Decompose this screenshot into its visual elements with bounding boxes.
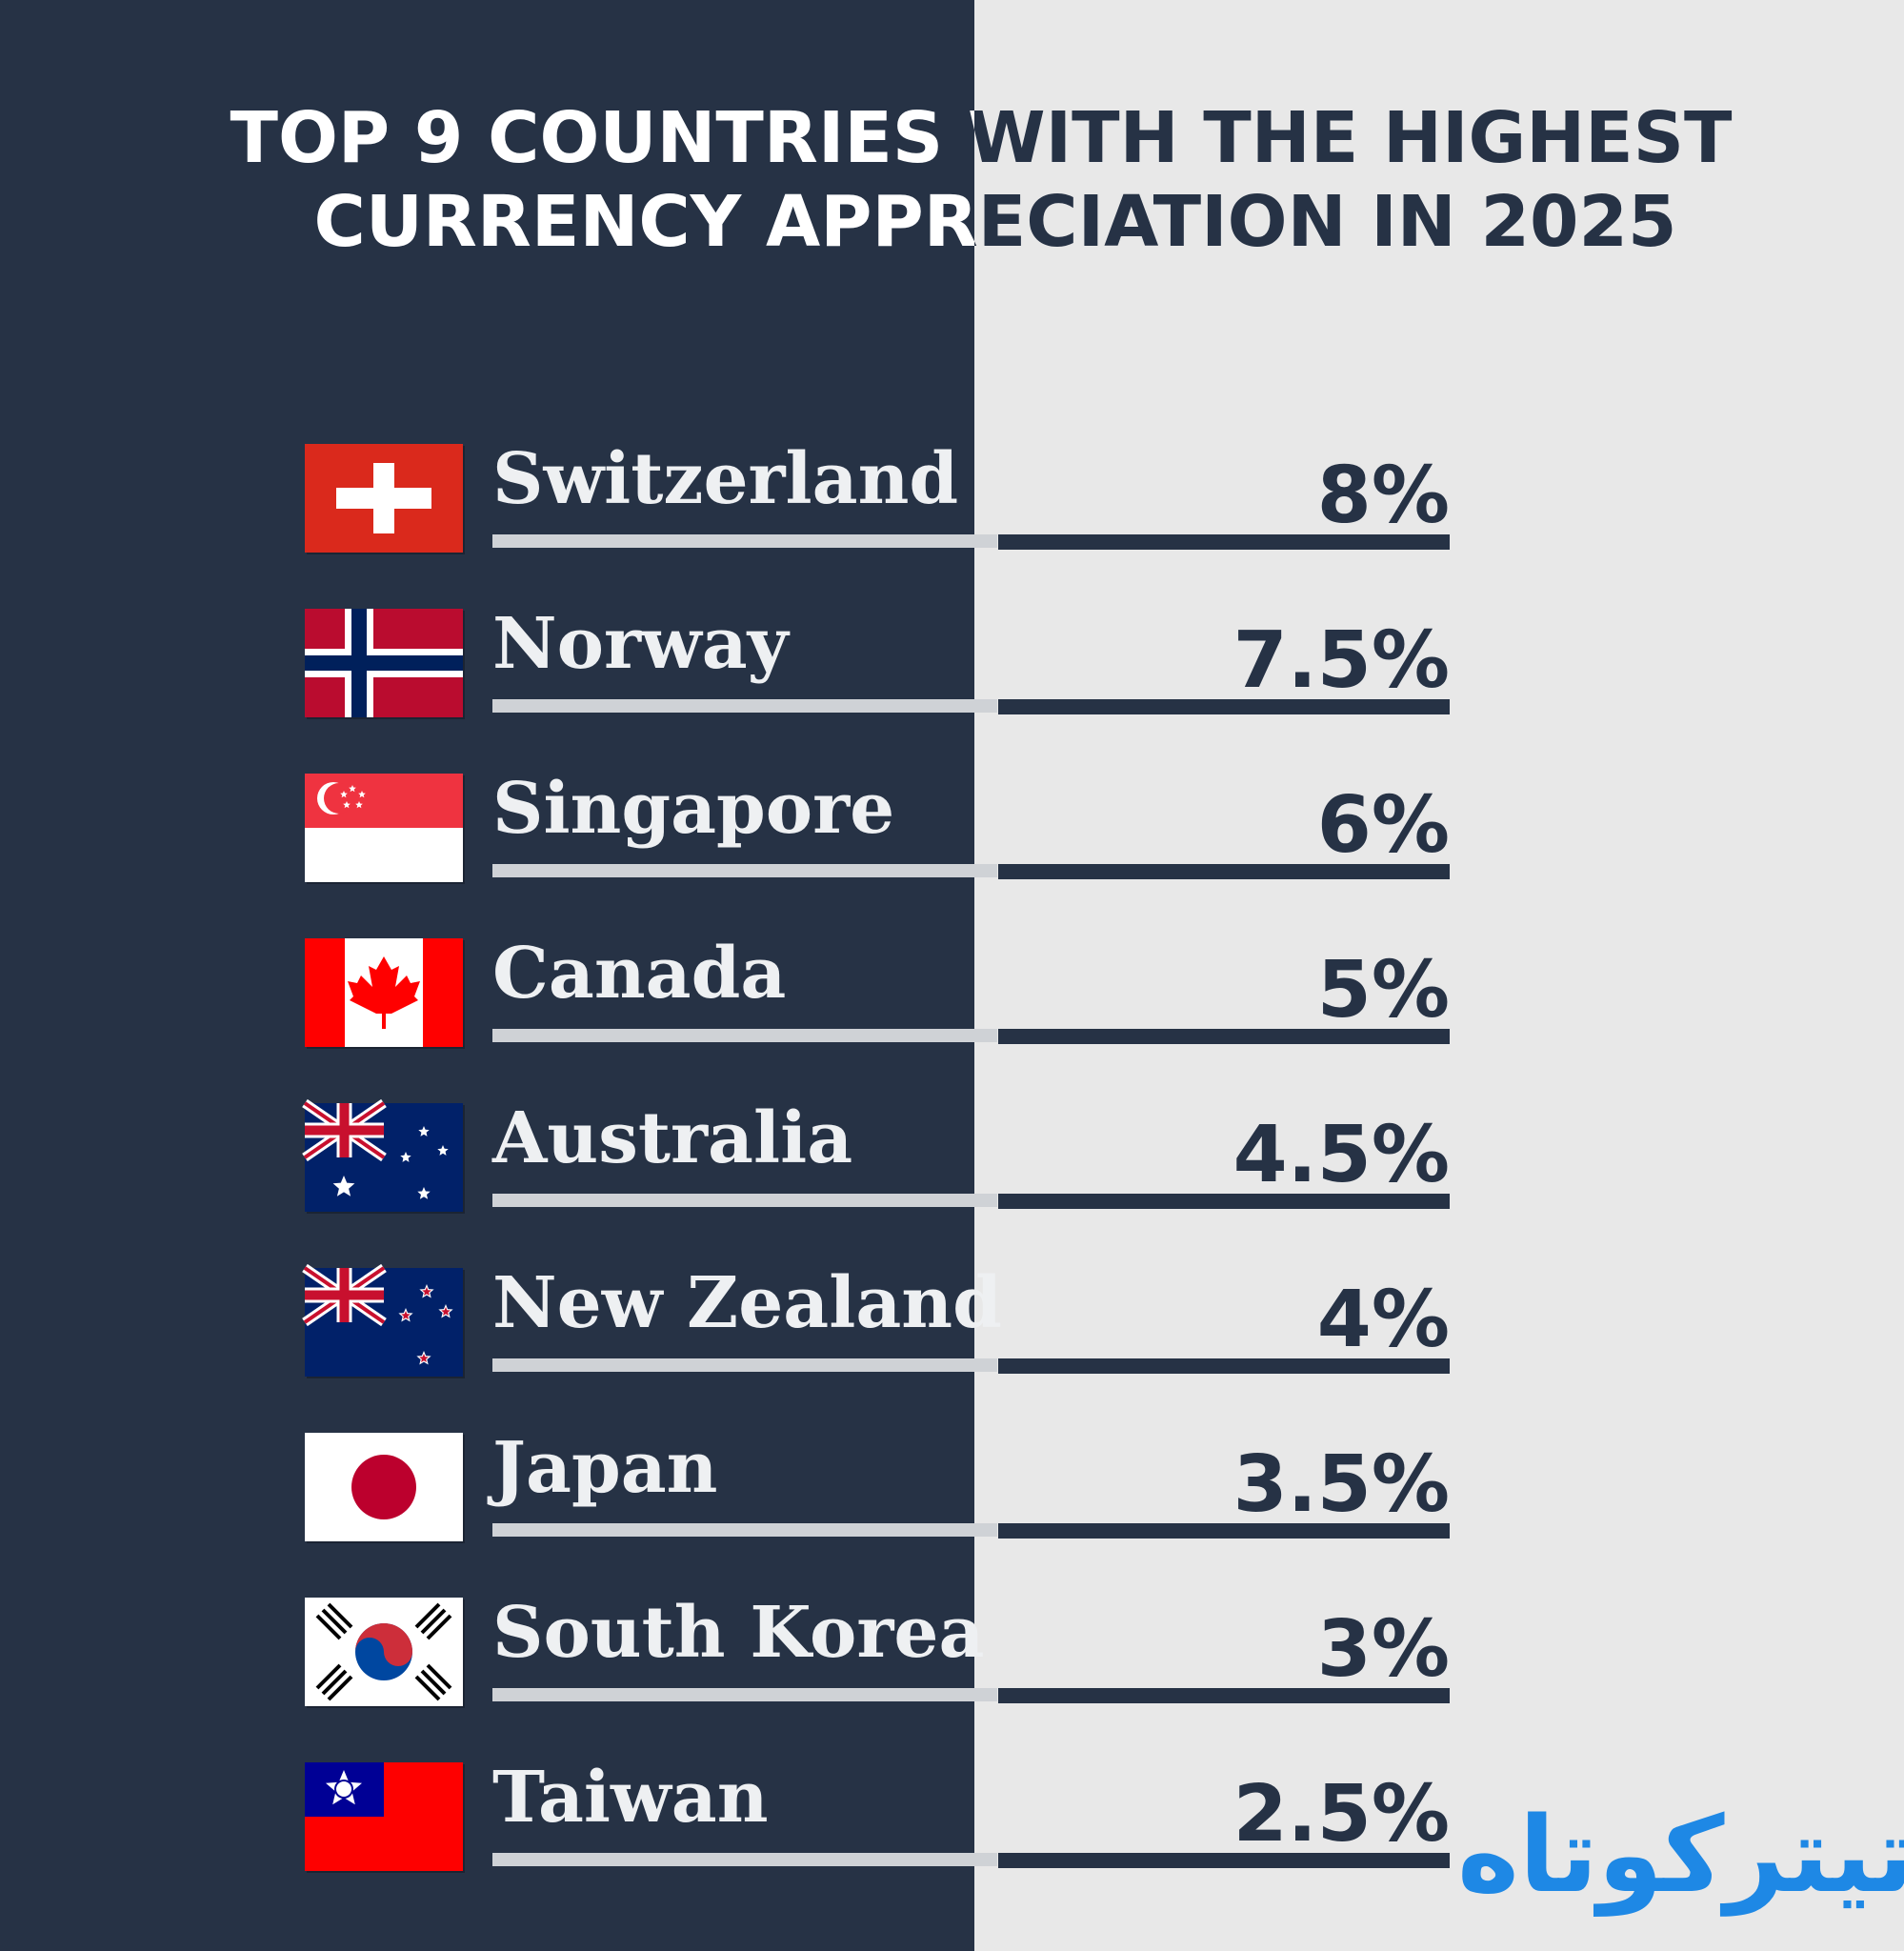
flag-star (355, 801, 363, 809)
flag-star (349, 785, 356, 793)
underline-light (492, 699, 997, 713)
flag-star (332, 1176, 355, 1197)
underline-light (492, 864, 997, 877)
row: Canada 5% (305, 933, 1450, 1049)
flag-part (305, 938, 345, 1047)
country-name: Canada (492, 933, 786, 1015)
underline-light (492, 1358, 997, 1372)
flag-part (336, 1781, 351, 1797)
value-label: 7.5% (1233, 615, 1450, 706)
title-line: CURRENCY APPRECIATION IN 2025 (314, 181, 1677, 263)
underline-light (492, 1688, 997, 1701)
flag-part (305, 828, 463, 882)
flag-star (441, 1307, 451, 1316)
underline-dark (998, 864, 1450, 879)
value-label: 4% (1317, 1275, 1450, 1365)
country-name: Japan (487, 1427, 717, 1509)
row: Australia 4.5% (302, 1097, 1450, 1214)
underline-light (492, 534, 997, 548)
flag-star (401, 1311, 411, 1319)
flag-part (339, 1268, 350, 1322)
value-label: 3.5% (1233, 1439, 1450, 1530)
flag-star (417, 1187, 431, 1199)
country-name: Taiwan (492, 1757, 769, 1839)
row: New Zealand 4% (302, 1262, 1450, 1378)
flag-part (339, 1103, 350, 1157)
left-panel (0, 0, 974, 1951)
value-label: 4.5% (1233, 1110, 1450, 1200)
row: Switzerland 8% (305, 438, 1450, 554)
flag-star (400, 1152, 411, 1162)
underline-dark (998, 1523, 1450, 1539)
flag-part (426, 1663, 452, 1690)
flag-part (315, 1614, 342, 1640)
value-label: 5% (1317, 945, 1450, 1036)
underline-light (492, 1523, 997, 1537)
flag-star (437, 1145, 449, 1156)
flag-star (358, 791, 366, 798)
title-line: CURRENCY APPRECIATION IN 2025 (314, 181, 1677, 263)
flag-part (321, 1669, 348, 1696)
flag-star (340, 791, 348, 798)
underline-dark (998, 1194, 1450, 1209)
flag-star (418, 1126, 430, 1136)
country-name: Singapore (492, 768, 894, 850)
title-line: TOP 9 COUNTRIES WITH THE HIGHEST (230, 97, 1734, 179)
row: Japan 3.5% (305, 1427, 1450, 1543)
flag-part (355, 1623, 412, 1666)
flag-star (419, 1354, 429, 1362)
country-name: Norway (492, 603, 791, 685)
flag-star (422, 1287, 431, 1296)
value-label: 2.5% (1233, 1769, 1450, 1860)
flag-part (321, 1608, 348, 1635)
flag-part (373, 463, 394, 533)
underline-dark (998, 1853, 1450, 1868)
flag-part (423, 938, 463, 1047)
underline-light (492, 1853, 997, 1866)
value-label: 6% (1317, 780, 1450, 871)
underline-dark (998, 699, 1450, 714)
flag-part (315, 1663, 342, 1690)
country-name: New Zealand (492, 1262, 1002, 1344)
country-name: South Korea (492, 1592, 984, 1674)
underline-dark (998, 1029, 1450, 1044)
flag-part (420, 1608, 447, 1635)
underline-dark (998, 534, 1450, 550)
flag-star (343, 801, 351, 809)
flag-part (351, 609, 367, 717)
flag-part (414, 1675, 441, 1701)
flag-part (327, 1602, 353, 1629)
flag-part (327, 1675, 353, 1701)
underline-dark (998, 1358, 1450, 1374)
underline-light (492, 1194, 997, 1207)
right-panel (974, 0, 1904, 1951)
underline-light (492, 1029, 997, 1042)
title-right: TOP 9 COUNTRIES WITH THE HIGHEST CURRENC… (230, 97, 1734, 263)
value-label: 8% (1317, 451, 1450, 541)
flag-part (305, 655, 463, 671)
flag-part (348, 956, 420, 1029)
flag-part (351, 1455, 416, 1519)
flag-part (426, 1614, 452, 1640)
row: Norway 7.5% (305, 603, 1450, 719)
value-label: 3% (1317, 1604, 1450, 1695)
country-name: Switzerland (492, 438, 958, 520)
title-line: TOP 9 COUNTRIES WITH THE HIGHEST (230, 97, 1734, 179)
country-name: Australia (491, 1097, 852, 1179)
row: South Korea 3% (305, 1592, 1450, 1708)
flag-part (420, 1669, 447, 1696)
underline-dark (998, 1688, 1450, 1703)
title-left: TOP 9 COUNTRIES WITH THE HIGHEST CURRENC… (230, 97, 1734, 263)
row: Taiwan 2.5% (305, 1757, 1450, 1873)
row: Singapore 6% (305, 768, 1450, 884)
flag-part (414, 1602, 441, 1629)
logo: تیترکوتاه (1457, 1794, 1904, 1917)
